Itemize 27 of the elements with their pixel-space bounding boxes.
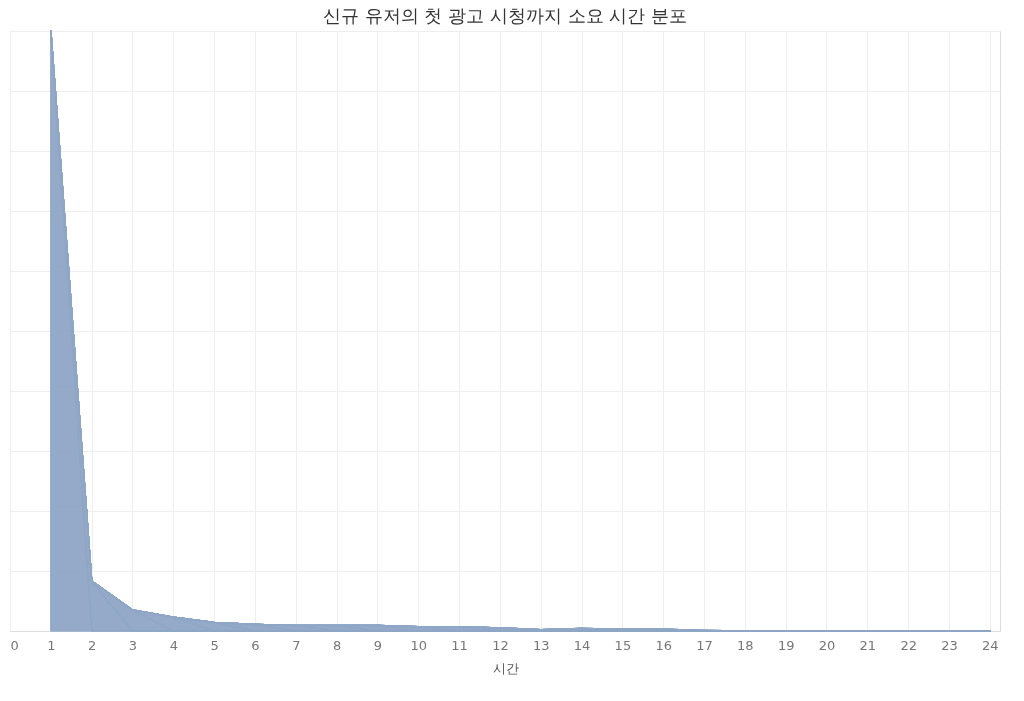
x-axis-title: 시간	[492, 660, 519, 676]
x-tick-label: 13	[532, 637, 550, 653]
x-tick-label: 10	[410, 637, 428, 653]
x-tick-label: 4	[169, 637, 178, 653]
x-tick-label: 14	[573, 637, 591, 653]
x-tick-label: 7	[292, 637, 301, 653]
x-tick-label: 8	[332, 637, 342, 653]
chart-title: 신규 유저의 첫 광고 시청까지 소요 시간 분포	[322, 5, 688, 27]
x-tick-label: 19	[777, 637, 795, 653]
x-tick-label: 15	[614, 637, 632, 653]
x-tick-label: 2	[88, 637, 97, 653]
x-tick-label: 18	[737, 637, 754, 653]
x-tick-label: 3	[128, 637, 138, 653]
x-tick-label: 11	[451, 637, 468, 653]
x-tick-label: 6	[251, 637, 260, 653]
x-tick-label: 12	[492, 637, 509, 653]
x-tick-label: 22	[900, 637, 917, 653]
x-tick-label: 20	[818, 637, 836, 653]
x-tick-label: 1	[47, 637, 56, 653]
x-tick-label: 21	[859, 637, 877, 653]
x-tick-label: 9	[373, 637, 383, 653]
x-tick-label: 0	[10, 637, 19, 653]
x-tick-label: 5	[210, 637, 219, 653]
x-tick-label: 16	[655, 637, 672, 653]
x-tick-label: 24	[982, 637, 999, 653]
x-tick-label: 23	[941, 637, 958, 653]
x-tick-label: 17	[696, 637, 713, 653]
